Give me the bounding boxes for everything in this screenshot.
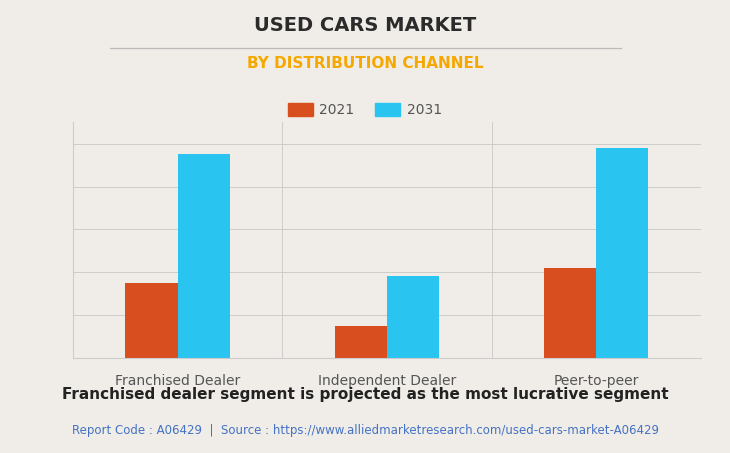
Text: Franchised dealer segment is projected as the most lucrative segment: Franchised dealer segment is projected a… (62, 387, 668, 402)
Text: BY DISTRIBUTION CHANNEL: BY DISTRIBUTION CHANNEL (247, 56, 483, 71)
Text: Report Code : A06429  |  Source : https://www.alliedmarketresearch.com/used-cars: Report Code : A06429 | Source : https://… (72, 424, 658, 437)
Text: USED CARS MARKET: USED CARS MARKET (254, 16, 476, 35)
Legend: 2021, 2031: 2021, 2031 (282, 97, 448, 123)
Bar (177, 154, 230, 358)
Bar (387, 276, 439, 358)
Bar (544, 268, 596, 358)
Bar (334, 326, 387, 358)
Bar (126, 283, 177, 358)
Bar (596, 148, 648, 358)
